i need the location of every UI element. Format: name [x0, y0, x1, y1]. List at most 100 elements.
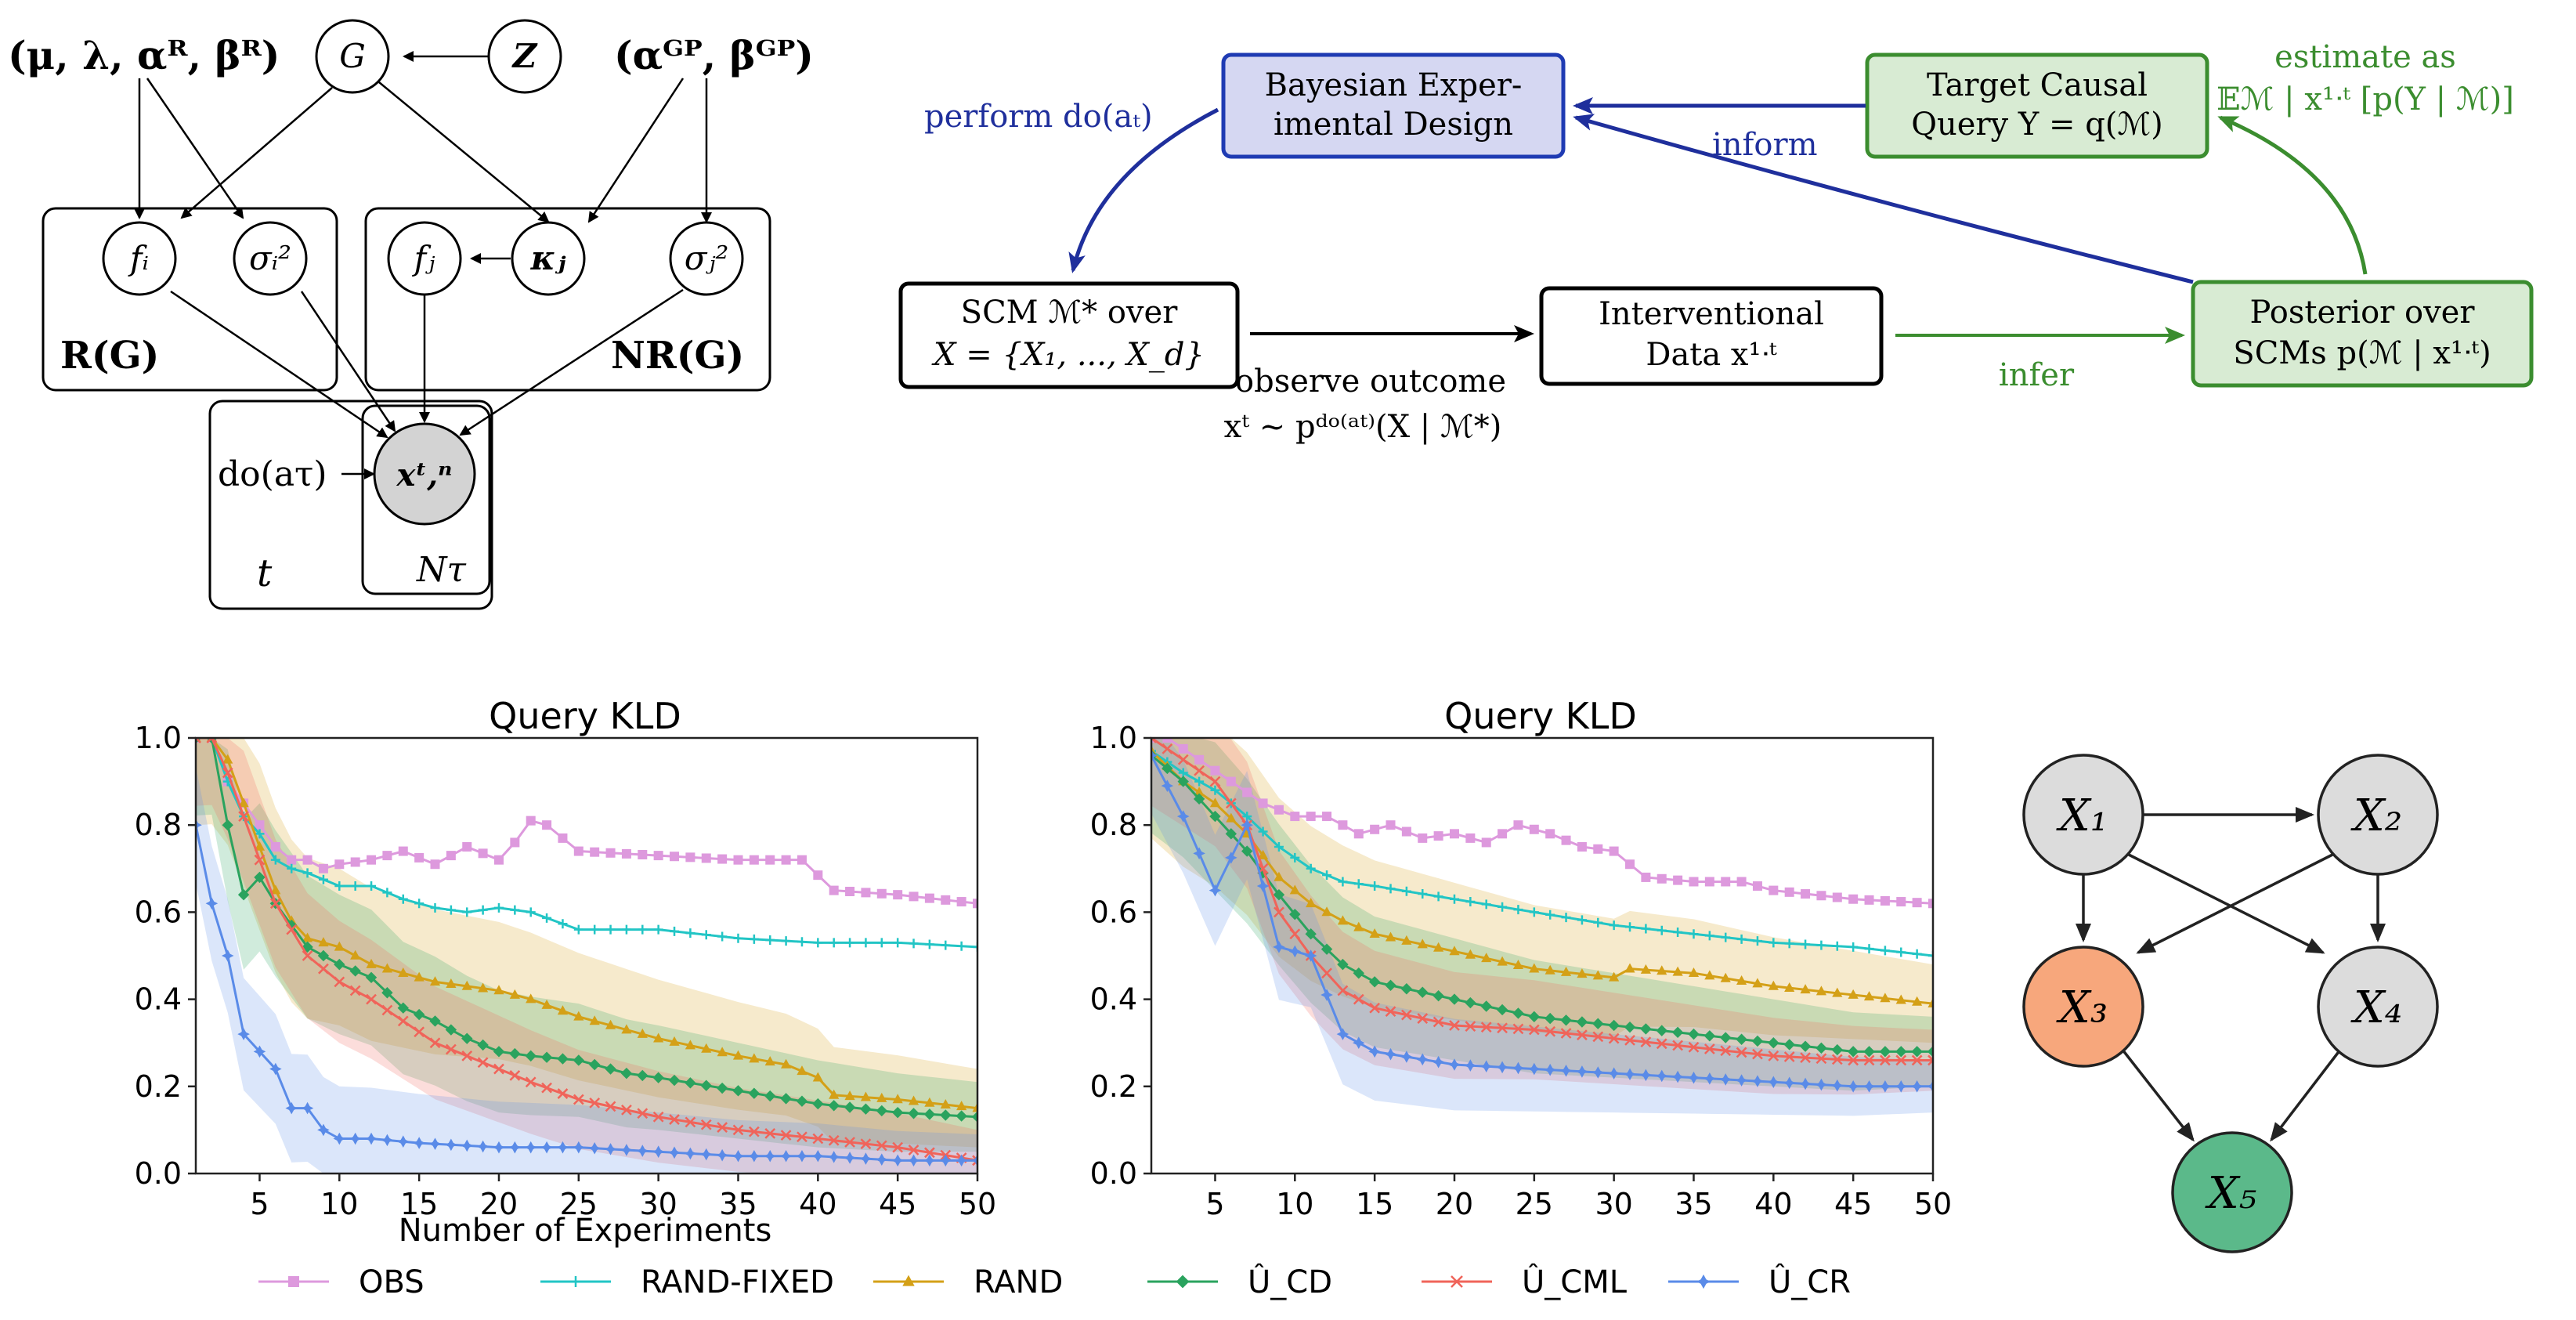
chart-right-rand-point-18 [1433, 942, 1444, 952]
chart-right-u-cr-band [1151, 738, 1933, 1116]
chart-left-u-cr-point-20 [508, 1141, 522, 1154]
chart-right-u-cml-point-21 [1480, 1022, 1492, 1033]
legend-rand-point-0 [902, 1275, 915, 1286]
chart-left-u-cml-markers [196, 738, 977, 1166]
target-box-line2: Query Y = q(ℳ) [1911, 107, 2163, 143]
chart-right-rand-point-14 [1369, 928, 1380, 938]
chart-left-u-cml-point-25 [589, 1098, 601, 1108]
chart-right-rand-point-10 [1306, 898, 1317, 908]
chart-right-rand-point-16 [1401, 935, 1412, 945]
chart-left-u-cml-point-14 [414, 1026, 425, 1038]
chart-right-u-cr-point-16 [1400, 1051, 1413, 1063]
dag-node-x3 [2022, 946, 2144, 1068]
chart-right-u-cr-point-3 [1193, 847, 1205, 860]
chart-right-u-cml-point-37 [1736, 1047, 1747, 1058]
chart-right-rand-fixed-point-35 [1704, 931, 1714, 941]
chart-left-rand-point-8 [318, 937, 329, 947]
chart-left-obs-point-4 [255, 820, 265, 830]
chart-right-obs-point-29 [1609, 846, 1619, 856]
chart-left-rand-fixed-point-41 [845, 938, 855, 948]
chart-left-ytick-label-3: 0.6 [135, 895, 182, 929]
chart-left-xtick-label-7: 40 [799, 1187, 836, 1221]
perform-label: perform do(aₜ) [924, 99, 1153, 135]
chart-right-u-cr-point-32 [1655, 1069, 1668, 1083]
chart-right-obs-point-27 [1577, 842, 1587, 852]
chart-left-rand-point-30 [669, 1036, 680, 1046]
chart-left-u-cd-point-12 [381, 987, 393, 999]
chart-right-rand-fixed-point-29 [1609, 920, 1619, 931]
chart-left-obs-point-43 [876, 888, 887, 899]
chart-left-u-cd-point-2 [222, 819, 233, 831]
chart-right-rand-point-38 [1752, 978, 1763, 988]
estimate-arrow [2217, 115, 2368, 275]
chart-right-rand-point-49 [1927, 997, 1933, 1007]
chart-right-u-cml-point-36 [1720, 1045, 1732, 1057]
chart-left-u-cr-point-30 [668, 1146, 681, 1159]
chart-left-u-cd-point-22 [540, 1051, 553, 1063]
node-sigma-i-label: σᵢ² [249, 239, 291, 277]
plate-R-label: R(G) [60, 334, 159, 378]
chart-left-rand-point-2 [222, 754, 233, 764]
chart-right-rand-point-20 [1465, 949, 1476, 959]
chart-left-rand-point-3 [238, 797, 249, 808]
chart-left-u-cml-point-33 [717, 1122, 728, 1133]
chart-left-u-cml-point-19 [493, 1063, 504, 1075]
chart-left-u-cml-point-10 [349, 985, 361, 996]
chart-left-u-cr-point-5 [269, 1062, 282, 1076]
chart-right-rand-point-47 [1895, 994, 1906, 1004]
chart-left-obs-point-45 [909, 891, 919, 902]
chart-right-u-cd-point-6 [1241, 845, 1253, 857]
chart-right-u-cr-point-45 [1862, 1080, 1876, 1093]
chart-left-u-cml-point-15 [429, 1037, 441, 1049]
chart-left-rand-fixed-point-43 [876, 938, 887, 948]
chart-right-rand-point-45 [1863, 991, 1875, 1001]
chart-right-u-cml-point-30 [1624, 1034, 1635, 1046]
chart-left-rand-fixed-point-14 [414, 899, 425, 909]
chart-right-obs-point-23 [1513, 820, 1523, 830]
chart-right-rand-point-33 [1672, 966, 1683, 976]
chart-right-rand-point-46 [1880, 993, 1891, 1003]
chart-left-xtick-label-6: 35 [719, 1187, 757, 1221]
chart-left-rand-point-14 [414, 971, 425, 982]
chart-left-obs-point-33 [717, 854, 728, 864]
chart-right-obs-point-25 [1545, 829, 1555, 839]
chart-left-u-cml-point-9 [334, 976, 345, 988]
chart-right-rand-point-34 [1688, 967, 1700, 978]
chart-left-obs-point-23 [558, 833, 568, 843]
chart-right-obs-point-2 [1178, 743, 1188, 754]
posterior-box-line2: SCMs p(ℳ | x¹ᐧᵗ) [2233, 335, 2491, 371]
chart-right-u-cd-point-21 [1480, 1000, 1492, 1012]
chart-right-u-cr-point-34 [1687, 1071, 1700, 1084]
chart-right-rand-point-29 [1609, 971, 1620, 982]
chart-right-rand-markers [1151, 745, 1933, 1007]
chart-left-rand-fixed-point-15 [430, 902, 440, 913]
chart-right-u-cml-markers [1151, 738, 1933, 1066]
chart-left-rand-point-7 [302, 932, 313, 942]
chart-right-u-cml-point-4 [1209, 776, 1221, 787]
chart-right-u-cd-point-40 [1783, 1039, 1795, 1051]
chart-left-rand-point-26 [605, 1019, 616, 1029]
chart-left-u-cd-point-32 [700, 1080, 712, 1091]
chart-left-obs-point-5 [270, 842, 280, 852]
chart-right-rand-point-24 [1529, 963, 1540, 973]
chart-left-obs-point-30 [670, 852, 680, 862]
chart-right-obs-point-19 [1449, 829, 1459, 839]
chart-right-rand-fixed-point-36 [1721, 932, 1731, 942]
chart-left-u-cr-point-15 [428, 1137, 442, 1150]
chart-right-obs-point-30 [1625, 859, 1635, 870]
chart-left-rand-point-29 [653, 1032, 664, 1043]
chart-left-u-cr-point-7 [301, 1101, 314, 1115]
chart-left-u-cr-point-2 [221, 949, 234, 962]
chart-left-u-cd-point-21 [525, 1050, 537, 1062]
chart-left-u-cd-point-3 [237, 888, 250, 901]
chart-left-obs-point-18 [478, 848, 488, 859]
chart-right-xtick-label-6: 35 [1675, 1187, 1712, 1221]
chart-left-u-cd-point-35 [748, 1087, 761, 1099]
chart-right-obs-point-36 [1721, 877, 1731, 887]
legend-u-cr-label: Û_CR [1769, 1263, 1851, 1300]
chart-right-rand-fixed-point-11 [1322, 870, 1332, 881]
chart-right-u-cd-point-13 [1353, 967, 1364, 979]
chart-right-rand-fixed-point-16 [1401, 886, 1411, 896]
chart-left-ytick-label-2: 0.4 [135, 982, 182, 1017]
chart-left-obs-point-24 [573, 846, 583, 856]
